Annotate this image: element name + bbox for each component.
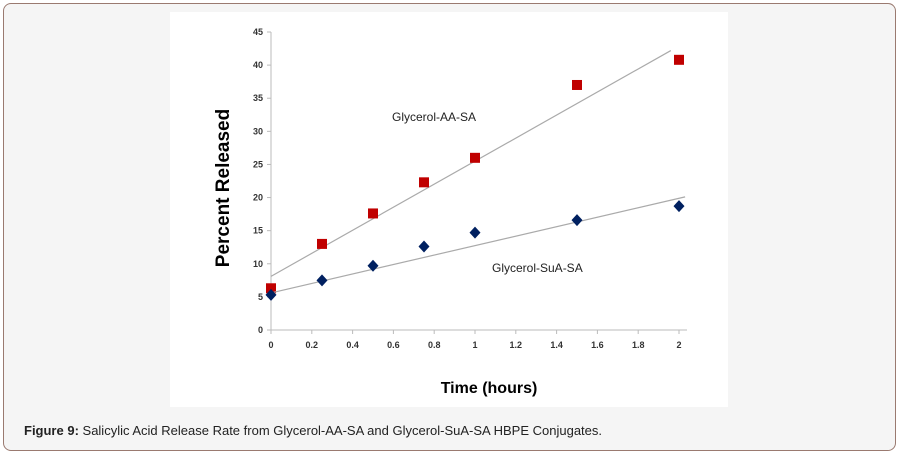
caption-text: Salicylic Acid Release Rate from Glycero… — [78, 423, 603, 438]
y-tick-label: 45 — [253, 27, 263, 37]
chart-panel — [170, 12, 728, 407]
x-tick-label: 1.6 — [591, 340, 604, 350]
x-tick-label: 0 — [268, 340, 273, 350]
trendline — [270, 196, 686, 294]
x-tick-label: 1.8 — [632, 340, 645, 350]
data-point-square — [674, 54, 684, 65]
trendline — [270, 50, 672, 277]
data-point-diamond — [316, 274, 328, 287]
y-tick-label: 10 — [253, 259, 263, 269]
data-point-diamond — [673, 200, 685, 213]
data-point-square — [572, 79, 582, 90]
data-point-diamond — [571, 214, 583, 227]
series-label: Glycerol-SuA-SA — [492, 261, 583, 275]
x-tick-label: 1.4 — [550, 340, 563, 350]
data-point-diamond — [469, 226, 481, 239]
series-label: Glycerol-AA-SA — [392, 110, 476, 124]
data-point-square — [470, 152, 480, 163]
data-point-square — [266, 283, 276, 294]
x-tick-label: 0.6 — [387, 340, 400, 350]
y-tick-label: 40 — [253, 60, 263, 70]
x-tick-label: 0.8 — [428, 340, 441, 350]
y-tick-label: 0 — [258, 325, 263, 335]
data-point-square — [368, 208, 378, 219]
x-tick-label: 1 — [472, 340, 477, 350]
y-axis-label: Percent Released — [213, 109, 234, 267]
x-axis-label: Time (hours) — [441, 380, 538, 397]
y-tick-label: 5 — [258, 292, 263, 302]
y-tick-label: 15 — [253, 226, 263, 236]
y-tick-label: 30 — [253, 126, 263, 136]
data-point-square — [317, 238, 327, 249]
x-tick-label: 0.2 — [306, 340, 319, 350]
y-tick-label: 25 — [253, 159, 263, 169]
data-point-diamond — [265, 288, 277, 301]
data-point-diamond — [418, 240, 430, 253]
data-point-diamond — [367, 259, 379, 272]
x-tick-label: 1.2 — [510, 340, 523, 350]
data-point-square — [419, 177, 429, 188]
x-tick-label: 0.4 — [346, 340, 359, 350]
y-tick-label: 20 — [253, 193, 263, 203]
x-tick-label: 2 — [676, 340, 681, 350]
y-tick-label: 35 — [253, 93, 263, 103]
caption-label: Figure 9: — [24, 423, 79, 438]
figure-caption: Figure 9: Salicylic Acid Release Rate fr… — [24, 423, 602, 438]
